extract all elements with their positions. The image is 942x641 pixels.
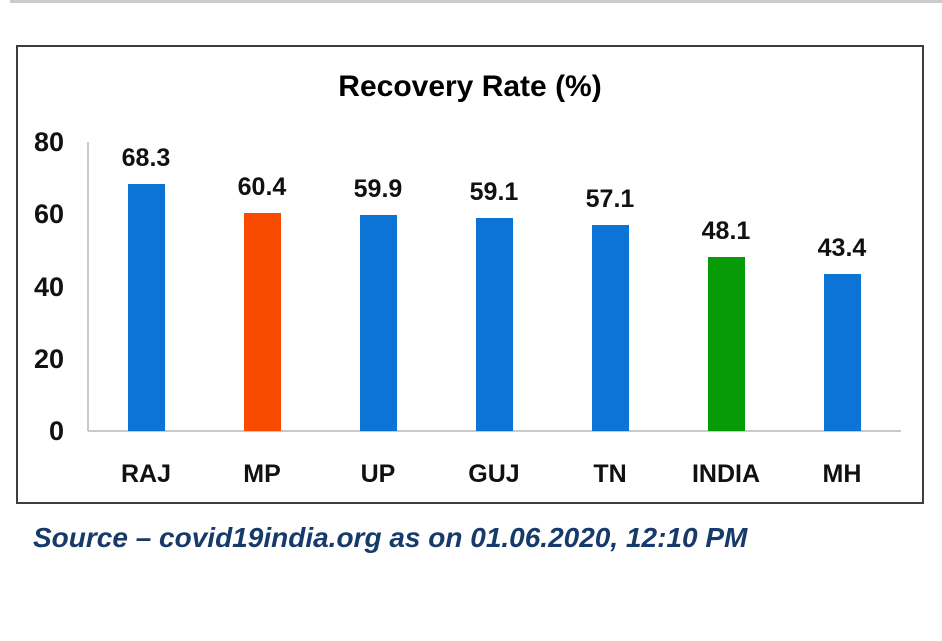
bar-up (359, 214, 397, 431)
bar-mh (823, 274, 861, 431)
category-label-raj: RAJ (120, 460, 171, 488)
y-tick-label-20: 20 (33, 343, 64, 374)
chart-title: Recovery Rate (%) (338, 70, 602, 103)
bar-guj (475, 217, 513, 431)
bar-value-label-india: 48.1 (701, 217, 751, 246)
y-tick-label-60: 60 (33, 199, 64, 230)
category-label-guj: GUJ (468, 460, 520, 488)
y-tick-label-40: 40 (33, 271, 64, 302)
x-axis-baseline (88, 430, 901, 432)
bar-value-label-mp: 60.4 (237, 172, 287, 201)
chart-frame (16, 45, 924, 504)
bar-value-label-guj: 59.1 (469, 177, 519, 206)
category-label-mh: MH (822, 460, 862, 488)
category-label-india: INDIA (691, 460, 761, 488)
bar-tn (591, 224, 629, 431)
category-label-tn: TN (593, 460, 627, 488)
y-tick-label-80: 80 (33, 127, 64, 157)
bar-raj (127, 184, 165, 431)
category-label-mp: MP (243, 460, 281, 488)
top-divider-line (10, 0, 942, 3)
bar-india (707, 257, 745, 431)
y-tick-label-0: 0 (48, 416, 64, 446)
bar-value-label-mh: 43.4 (817, 234, 867, 263)
source-note: Source – covid19india.org as on 01.06.20… (33, 522, 748, 553)
bar-value-label-up: 59.9 (353, 174, 403, 203)
bar-mp (243, 212, 281, 431)
y-axis-line (87, 142, 89, 431)
bar-value-label-tn: 57.1 (585, 184, 635, 213)
category-label-up: UP (360, 460, 396, 488)
bar-value-label-raj: 68.3 (121, 144, 171, 173)
